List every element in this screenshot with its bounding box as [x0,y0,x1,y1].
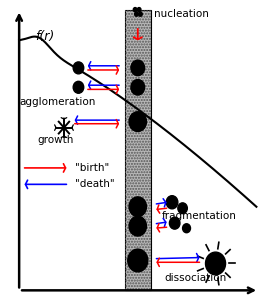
Circle shape [137,8,141,12]
Text: f(r): f(r) [35,30,54,43]
Circle shape [183,224,191,233]
Text: growth: growth [38,134,74,145]
Circle shape [133,8,137,12]
Text: agglomeration: agglomeration [19,97,95,107]
Circle shape [169,217,180,229]
Text: "birth": "birth" [74,163,109,173]
Bar [125,10,151,290]
Circle shape [166,196,178,209]
Circle shape [128,249,148,272]
Text: dissociation: dissociation [164,273,226,284]
Circle shape [129,112,147,131]
Circle shape [73,62,84,74]
Circle shape [129,216,147,236]
Circle shape [129,197,147,217]
Text: nucleation: nucleation [154,9,209,19]
Text: fragmentation: fragmentation [161,211,236,221]
Circle shape [139,12,142,16]
Circle shape [135,12,138,16]
Circle shape [178,203,187,214]
Circle shape [206,252,226,275]
Circle shape [131,80,145,95]
Circle shape [73,81,84,93]
Bar [125,10,151,290]
Text: "death": "death" [74,179,114,189]
Circle shape [131,60,145,76]
